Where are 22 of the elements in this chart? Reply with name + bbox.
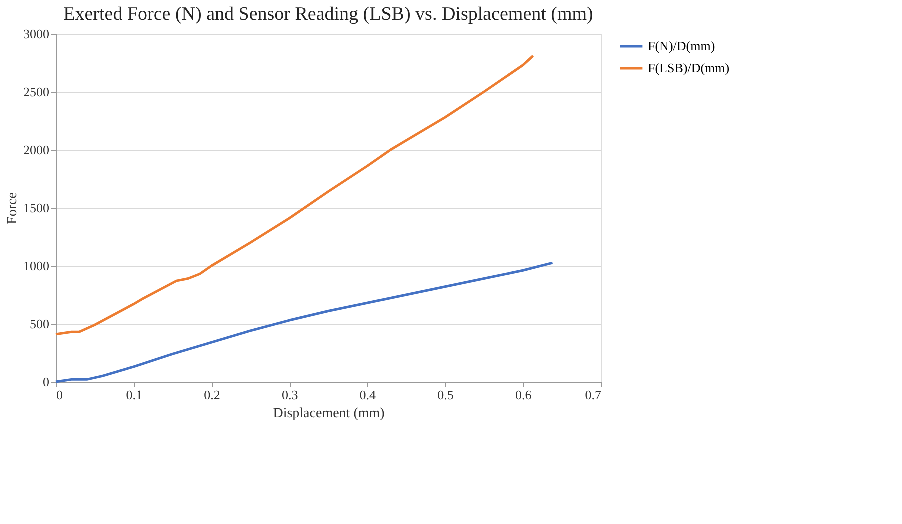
legend-label: F(LSB)/D(mm) — [648, 60, 730, 76]
y-tick-label: 1000 — [24, 258, 50, 274]
y-tick-label: 3000 — [24, 26, 50, 42]
y-tick-label: 2000 — [24, 142, 50, 158]
x-tick-label: 0.2 — [204, 388, 220, 402]
x-tick-label: 0.3 — [282, 388, 298, 402]
x-tick-label: 0.6 — [516, 388, 532, 402]
x-tick-label: 0.1 — [126, 388, 142, 402]
x-axis-title: Displacement (mm) — [273, 406, 386, 422]
y-tick-label: 1500 — [24, 200, 50, 216]
y-tick-label: 0 — [43, 374, 50, 390]
line-series — [54, 54, 535, 336]
legend-label: F(N)/D(mm) — [648, 38, 716, 54]
x-tick-label: 0 — [56, 388, 63, 402]
y-axis-title: Force — [6, 192, 20, 224]
y-tick-label: 500 — [30, 316, 50, 332]
line-series — [54, 262, 554, 384]
x-tick-label: 0.4 — [360, 388, 377, 402]
chart-title: Exerted Force (N) and Sensor Reading (LSB) vs. Displacement (mm) — [64, 4, 594, 25]
x-tick-label: 0.5 — [438, 388, 454, 402]
x-tick-label: 0.7 — [585, 388, 602, 402]
y-tick-label: 2500 — [24, 84, 50, 100]
